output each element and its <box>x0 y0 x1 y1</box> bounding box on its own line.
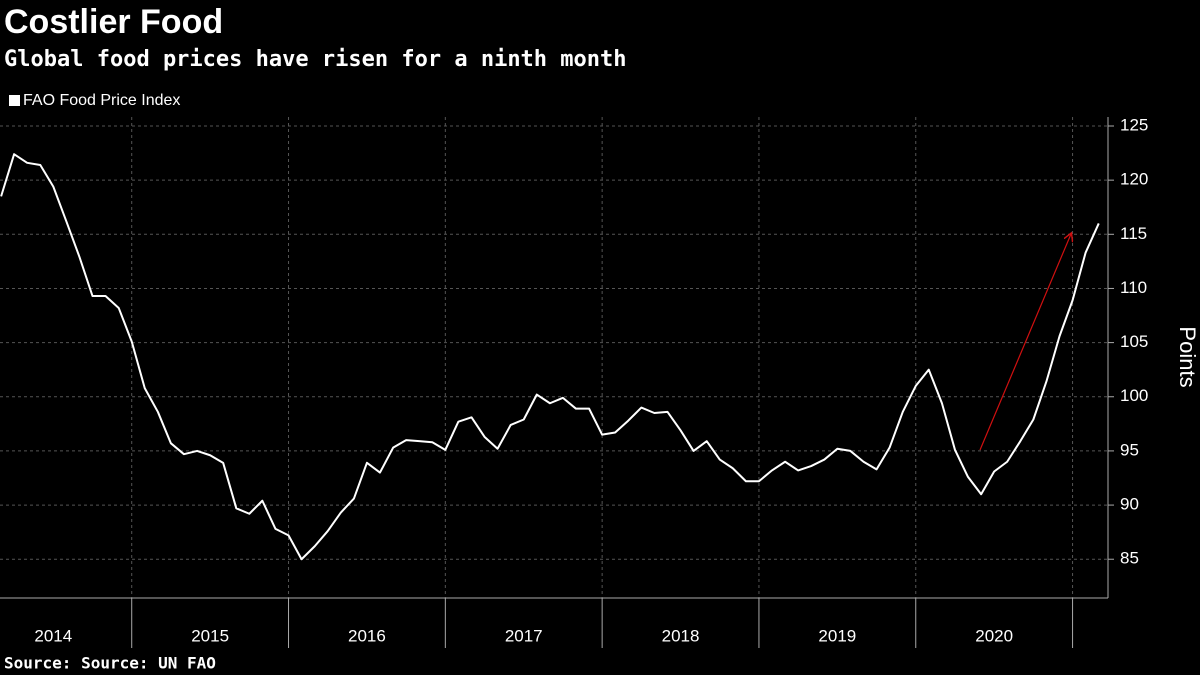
data-line <box>0 153 1100 561</box>
x-tick-label: 2019 <box>818 626 856 645</box>
legend-swatch <box>9 95 20 106</box>
chart-title: Costlier Food <box>4 3 223 41</box>
y-tick-label: 125 <box>1120 115 1148 134</box>
y-tick-label: 90 <box>1120 495 1139 514</box>
y-tick-label: 110 <box>1120 278 1147 297</box>
x-tick-label: 2017 <box>505 626 543 645</box>
y-tick-label: 105 <box>1120 332 1148 351</box>
x-tick-label: 2018 <box>662 626 700 645</box>
y-tick-label: 100 <box>1120 386 1148 405</box>
y-tick-label: 95 <box>1120 440 1139 459</box>
y-tick-label: 115 <box>1120 224 1147 243</box>
y-tick-label: 85 <box>1120 549 1139 568</box>
x-tick-label: 2014 <box>34 626 72 645</box>
source-note: Source: Source: UN FAO <box>4 654 216 673</box>
annotation-arrow <box>979 234 1071 451</box>
x-tick-label: 2015 <box>191 626 229 645</box>
y-tick-label: 120 <box>1120 170 1148 189</box>
y-axis-label: Points <box>1175 326 1200 387</box>
x-tick-label: 2020 <box>975 626 1013 645</box>
x-tick-label: 2016 <box>348 626 386 645</box>
legend-label: FAO Food Price Index <box>23 92 180 109</box>
chart-subtitle: Global food prices have risen for a nint… <box>4 47 627 72</box>
